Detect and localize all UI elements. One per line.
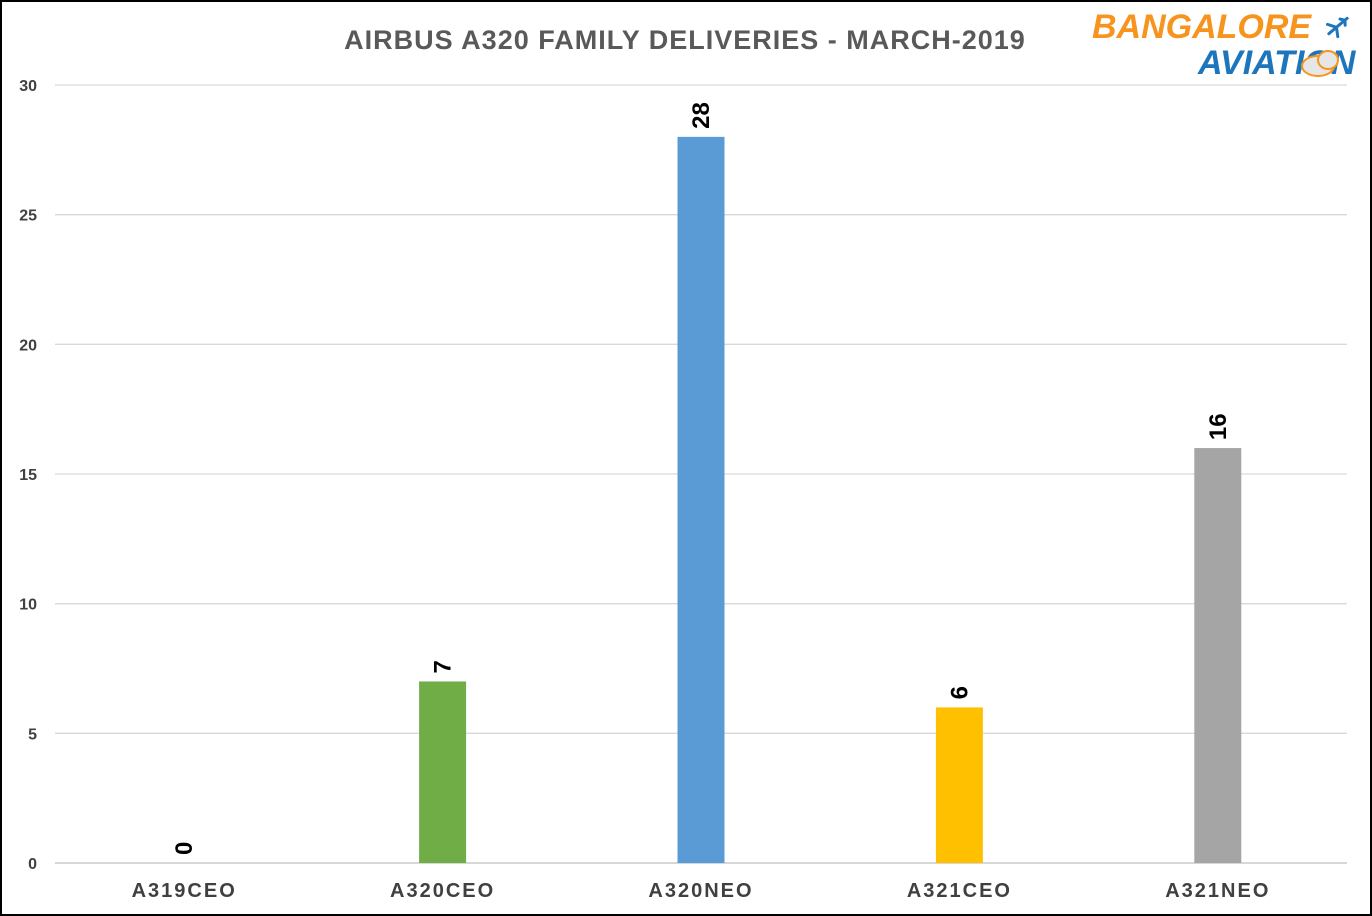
bars [419,136,1242,863]
bar-a321neo [1194,448,1242,863]
data-label: 28 [688,102,715,129]
data-labels: 0 7 28 6 16 [171,102,1232,855]
y-tick-label: 5 [28,726,37,743]
data-label: 0 [171,842,198,855]
y-tick-label: 10 [19,597,37,614]
data-label: 6 [946,686,973,699]
airplane-icon [1325,16,1349,39]
y-tick-label: 20 [19,337,37,354]
cloud-icon [1301,50,1339,77]
data-label: 16 [1205,413,1232,440]
x-tick-label: A321NEO [1165,880,1270,902]
chart-title: AIRBUS A320 FAMILY DELIVERIES - MARCH-20… [344,25,1026,55]
y-tick-label: 0 [28,856,37,873]
bangalore-aviation-logo: BANGALORE AVIATION [1092,8,1357,80]
x-tick-label: A321CEO [907,880,1012,902]
y-tick-label: 30 [19,78,37,95]
logo-line1: BANGALORE [1092,8,1312,46]
bar-a320neo [677,136,725,863]
x-tick-label: A319CEO [132,880,237,902]
y-tick-label: 15 [19,467,37,484]
y-axis-ticks: 0 5 10 15 20 25 30 [19,78,37,873]
bar-a321ceo [935,707,983,863]
bar-a320ceo [419,681,467,863]
x-tick-label: A320CEO [390,880,495,902]
data-label: 7 [430,660,457,673]
x-tick-label: A320NEO [648,880,753,902]
y-tick-label: 25 [19,208,37,225]
x-axis-ticks: A319CEO A320CEO A320NEO A321CEO A321NEO [132,880,1270,902]
